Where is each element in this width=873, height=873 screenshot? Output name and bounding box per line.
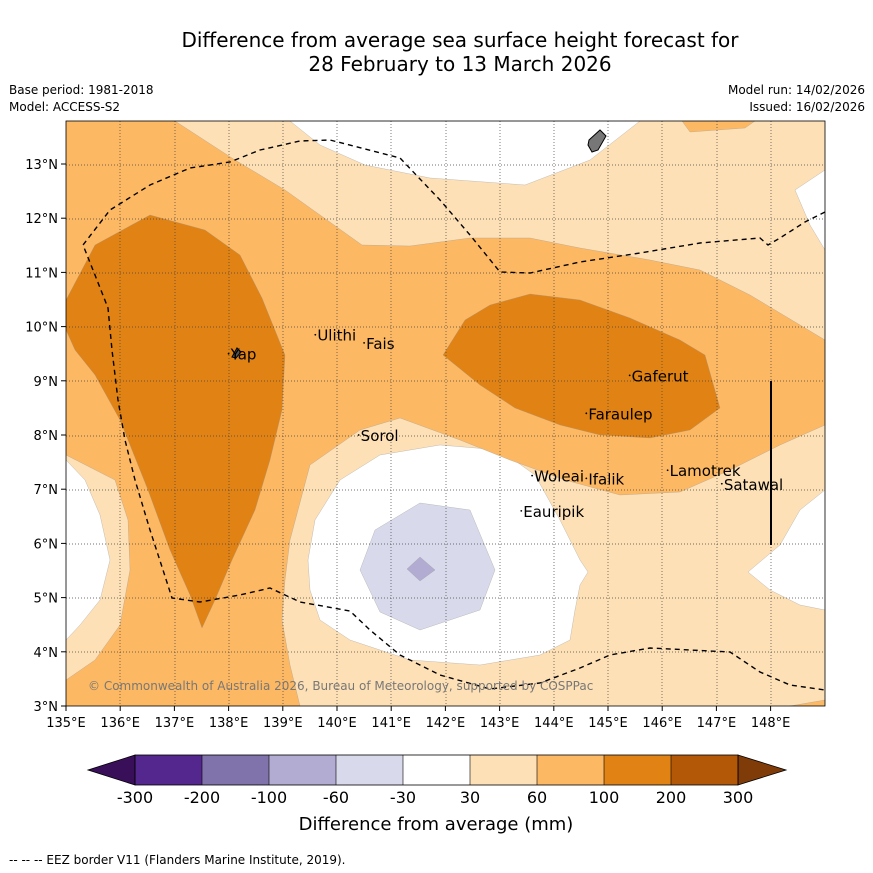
eez-border (82, 139, 826, 691)
lat-tick-label: 6°N (34, 537, 59, 552)
contour-neutral-east (794, 169, 825, 251)
model-name: Model: ACCESS-S2 (9, 100, 121, 114)
place-label: Ifalik (588, 470, 624, 488)
place-marker (666, 469, 669, 472)
contour-60-100-north (681, 121, 756, 133)
place-label: Woleai (534, 468, 584, 486)
gridlines (66, 121, 825, 706)
issued-date: Issued: 16/02/2026 (749, 100, 865, 114)
lon-tick-label: 143°E (480, 716, 520, 731)
place-marker (531, 474, 534, 477)
lon-tick-label: 137°E (155, 716, 195, 731)
lat-tick-label: 8°N (34, 429, 59, 444)
place-label: Faraulep (588, 405, 652, 423)
colorbar-tick-label: -300 (117, 788, 153, 807)
place-label: Eauripik (523, 503, 584, 521)
lon-tick-label: 136°E (100, 716, 140, 731)
lat-tick-label: 9°N (34, 375, 59, 390)
contour-neutral-west (66, 459, 111, 641)
lon-tick-label: 145°E (588, 716, 628, 731)
guam-island (587, 129, 607, 153)
lon-tick-label: 147°E (697, 716, 737, 731)
colorbar-swatch (269, 755, 336, 785)
place-label: Sorol (361, 427, 399, 445)
colorbar-caption: Difference from average (mm) (299, 814, 574, 835)
colorbar-swatch (470, 755, 537, 785)
contour-fields (66, 121, 825, 706)
colorbar-extend-low (86, 754, 136, 786)
lon-tick-label: 146°E (642, 716, 682, 731)
lon-tick-label: 135°E (46, 716, 86, 731)
colorbar: -300 -200 -100 -60 -30 30 60 100 200 300 (86, 754, 788, 807)
place-label: Satawal (724, 476, 783, 494)
contour-60-100-main (66, 121, 825, 706)
colorbar-tick-label: 30 (460, 788, 480, 807)
base-period: Base period: 1981-2018 (9, 83, 154, 97)
lat-tick-label: 12°N (25, 212, 58, 227)
colorbar-swatch (135, 755, 202, 785)
lon-tick-label: 139°E (263, 716, 303, 731)
colorbar-swatch (671, 755, 738, 785)
place-marker (314, 333, 317, 336)
latitude-tick-labels: 3°N 4°N 5°N 6°N 7°N 8°N 9°N 10°N 11°N 12°N 13°N (25, 158, 66, 715)
lat-tick-label: 13°N (25, 158, 58, 173)
colorbar-tick-label: 60 (527, 788, 547, 807)
place-label: Fais (366, 335, 395, 353)
title-line-2: 28 February to 13 March 2026 (308, 52, 612, 76)
place-labels: Yap Ulithi Fais Sorol Gaferut Faraulep Woleai I… (227, 327, 783, 521)
lat-tick-label: 3°N (34, 700, 59, 715)
longitude-tick-labels: 135°E 136°E 137°E 138°E 139°E 140°E 141°E 142°E… (46, 706, 790, 731)
copyright-text: © Commonwealth of Australia 2026, Bureau… (88, 679, 593, 693)
colorbar-extend-high (737, 754, 788, 786)
lon-tick-label: 148°E (751, 716, 791, 731)
place-marker (720, 482, 723, 485)
lat-tick-label: 4°N (34, 646, 59, 661)
colorbar-tick-label: -60 (323, 788, 349, 807)
contour-100-200-east (442, 293, 721, 439)
place-label: Gaferut (632, 367, 689, 385)
lat-tick-label: 10°N (25, 321, 58, 336)
model-run: Model run: 14/02/2026 (727, 83, 865, 97)
colorbar-tick-label: -100 (251, 788, 287, 807)
contour-neutral-southeast (747, 489, 825, 611)
lon-tick-label: 144°E (534, 716, 574, 731)
contour-neutral-northeast (289, 121, 641, 186)
lat-tick-label: 11°N (25, 266, 58, 281)
colorbar-tick-label: -200 (184, 788, 220, 807)
lat-tick-label: 7°N (34, 483, 59, 498)
colorbar-swatch (604, 755, 671, 785)
place-label: Yap (230, 346, 257, 364)
place-marker (520, 509, 523, 512)
contour-neg-60-100 (406, 556, 436, 582)
place-marker (628, 374, 631, 377)
colorbar-swatch (403, 755, 470, 785)
colorbar-swatch (202, 755, 269, 785)
place-marker (585, 477, 588, 480)
place-marker (227, 352, 230, 355)
colorbar-tick-label: 200 (656, 788, 687, 807)
place-label: Ulithi (317, 327, 356, 345)
title-line-1: Difference from average sea surface heig… (181, 28, 739, 52)
lon-tick-label: 142°E (426, 716, 466, 731)
place-marker (585, 412, 588, 415)
lon-tick-label: 138°E (209, 716, 249, 731)
colorbar-tick-label: 300 (723, 788, 754, 807)
contour-60-100-southeast (789, 699, 825, 706)
contour-100-200-west (66, 214, 286, 629)
yap-island (231, 347, 242, 359)
place-marker (363, 341, 365, 344)
colorbar-tick-label: -30 (390, 788, 416, 807)
place-marker (357, 434, 360, 436)
lon-tick-label: 141°E (371, 716, 411, 731)
lon-tick-label: 140°E (317, 716, 357, 731)
eez-footnote: -- -- -- EEZ border V11 (Flanders Marine… (9, 853, 346, 867)
colorbar-swatch (537, 755, 604, 785)
colorbar-tick-label: 100 (589, 788, 620, 807)
colorbar-swatch (336, 755, 403, 785)
place-label: Lamotrek (670, 462, 741, 480)
lat-tick-label: 5°N (34, 592, 59, 607)
